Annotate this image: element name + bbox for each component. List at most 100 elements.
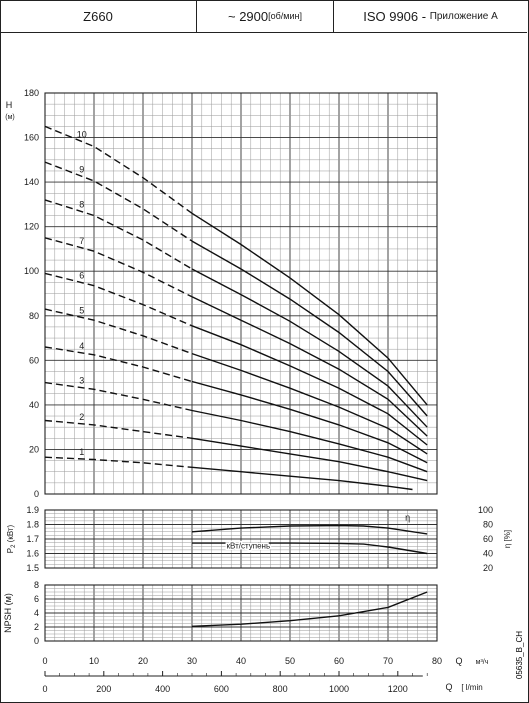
- stage-curve-solid: [191, 409, 428, 473]
- x-tick-label-m3h: 80: [432, 656, 442, 666]
- stage-label: 7: [79, 236, 84, 246]
- power-curve: [192, 542, 428, 555]
- stage-curve-dashed: [44, 346, 193, 383]
- plot-frame: [44, 509, 438, 569]
- stage-label: 3: [79, 376, 84, 386]
- power-curve-label: кВт/ступень: [227, 541, 271, 550]
- stage-curve-dashed: [44, 199, 193, 270]
- stage-label: 9: [79, 164, 84, 174]
- y-tick-label: 180: [24, 88, 39, 98]
- stage-curve-solid: [191, 466, 413, 491]
- x-tick-label-lmin: 1200: [388, 684, 408, 694]
- y2-tick-label: 40: [483, 549, 493, 559]
- y-tick-label: 8: [34, 580, 39, 590]
- x-axis-unit-m3h: м³/ч: [476, 659, 489, 666]
- y2-tick-label: 100: [478, 505, 493, 515]
- y-tick-label: 140: [24, 177, 39, 187]
- x-tick-label-lmin: 1000: [329, 684, 349, 694]
- y-tick-label: 1.7: [26, 534, 39, 544]
- plot-frame: [44, 584, 438, 642]
- y2-tick-label: 20: [483, 563, 493, 573]
- x-tick-label-m3h: 30: [187, 656, 197, 666]
- x-axis-label-m3h: Q: [455, 656, 462, 666]
- x-tick-label-m3h: 20: [138, 656, 148, 666]
- stage-curve-dashed: [44, 272, 193, 327]
- stage-label: 4: [79, 341, 84, 351]
- y-tick-label: 1.5: [26, 563, 39, 573]
- y-tick-label: 120: [24, 222, 39, 232]
- stage-label: 2: [79, 412, 84, 422]
- x-axis-label-lmin: Q: [445, 682, 452, 692]
- y-tick-label: 1.6: [26, 549, 39, 559]
- x-tick-label-lmin: 600: [214, 684, 229, 694]
- y2-tick-label: 80: [483, 520, 493, 530]
- stage-curve-solid: [191, 268, 428, 428]
- power-axis-label: P2 (кВт): [6, 524, 17, 553]
- y2-tick-label: 60: [483, 534, 493, 544]
- y-axis-label: Н: [6, 100, 13, 110]
- x-tick-label-lmin: 800: [273, 684, 288, 694]
- npsh-axis-label: NPSH (м): [3, 593, 13, 633]
- stage-label: 1: [79, 447, 84, 457]
- standard-cell: ISO 9906 - Приложение А: [334, 0, 527, 32]
- stage-curve-dashed: [44, 456, 193, 468]
- y-tick-label: 80: [29, 311, 39, 321]
- npsh-curve: [191, 591, 428, 627]
- stage-label: 6: [79, 271, 84, 281]
- stage-curve-dashed: [44, 125, 193, 214]
- stage-curve-dashed: [44, 381, 193, 412]
- y-tick-label: 0: [34, 489, 39, 499]
- stage-curve-solid: [191, 380, 428, 464]
- side-code: 05635_B_CH: [515, 631, 524, 679]
- x-tick-label-m3h: 50: [285, 656, 295, 666]
- y-tick-label: 4: [34, 608, 39, 618]
- y-tick-label: 100: [24, 266, 39, 276]
- stage-label: 5: [79, 305, 84, 315]
- curve-layer: [44, 125, 428, 627]
- text-layer: 020406080100120140160180Н(м)123456789101…: [3, 88, 512, 694]
- y-axis-unit: (м): [5, 114, 14, 121]
- x-tick-label-m3h: 0: [42, 656, 47, 666]
- y-tick-label: 20: [29, 444, 39, 454]
- y-tick-label: 0: [34, 636, 39, 646]
- x-tick-label-m3h: 10: [89, 656, 99, 666]
- model-name: Z660: [83, 8, 113, 24]
- x-tick-label-m3h: 60: [334, 656, 344, 666]
- x-tick-label-lmin: 400: [155, 684, 170, 694]
- standard-name: ISO 9906 -: [363, 8, 430, 24]
- x-tick-label-lmin: 0: [42, 684, 47, 694]
- stage-label: 10: [77, 129, 87, 139]
- x-tick-label-m3h: 40: [236, 656, 246, 666]
- stage-curve-solid: [191, 296, 428, 437]
- stage-curve-dashed: [44, 161, 193, 242]
- y-tick-label: 60: [29, 355, 39, 365]
- standard-annex: Приложение А: [429, 10, 498, 22]
- stage-curve-dashed: [44, 237, 193, 298]
- stage-curve-dashed: [44, 308, 193, 355]
- stage-curve-solid: [191, 240, 428, 417]
- stage-curve-solid: [191, 437, 428, 482]
- stage-curve-solid: [191, 212, 428, 406]
- stage-curve-dashed: [44, 419, 193, 439]
- y-tick-label: 6: [34, 594, 39, 604]
- stage-curve-solid: [191, 352, 428, 455]
- y-tick-label: 2: [34, 622, 39, 632]
- speed-cell: ~ 2900 [об/мин]: [197, 0, 334, 32]
- y-tick-label: 40: [29, 400, 39, 410]
- speed-value: ~ 2900: [228, 8, 269, 24]
- stage-label: 8: [79, 200, 84, 210]
- stage-curve-solid: [191, 325, 428, 446]
- efficiency-curve: [191, 524, 428, 535]
- y-tick-label: 1.8: [26, 520, 39, 530]
- x-axis-unit-lmin: [ l/min: [461, 683, 482, 692]
- efficiency-axis-label: η [%]: [503, 530, 512, 548]
- y-tick-label: 160: [24, 133, 39, 143]
- speed-unit: [об/мин]: [268, 11, 302, 21]
- plot-frame: [44, 92, 438, 495]
- header-bar: Z660 ~ 2900 [об/мин] ISO 9906 - Приложен…: [0, 0, 527, 33]
- y-tick-label: 1.9: [26, 505, 39, 515]
- model-cell: Z660: [0, 0, 197, 32]
- efficiency-curve-label: η: [405, 513, 410, 523]
- x-tick-label-m3h: 70: [383, 656, 393, 666]
